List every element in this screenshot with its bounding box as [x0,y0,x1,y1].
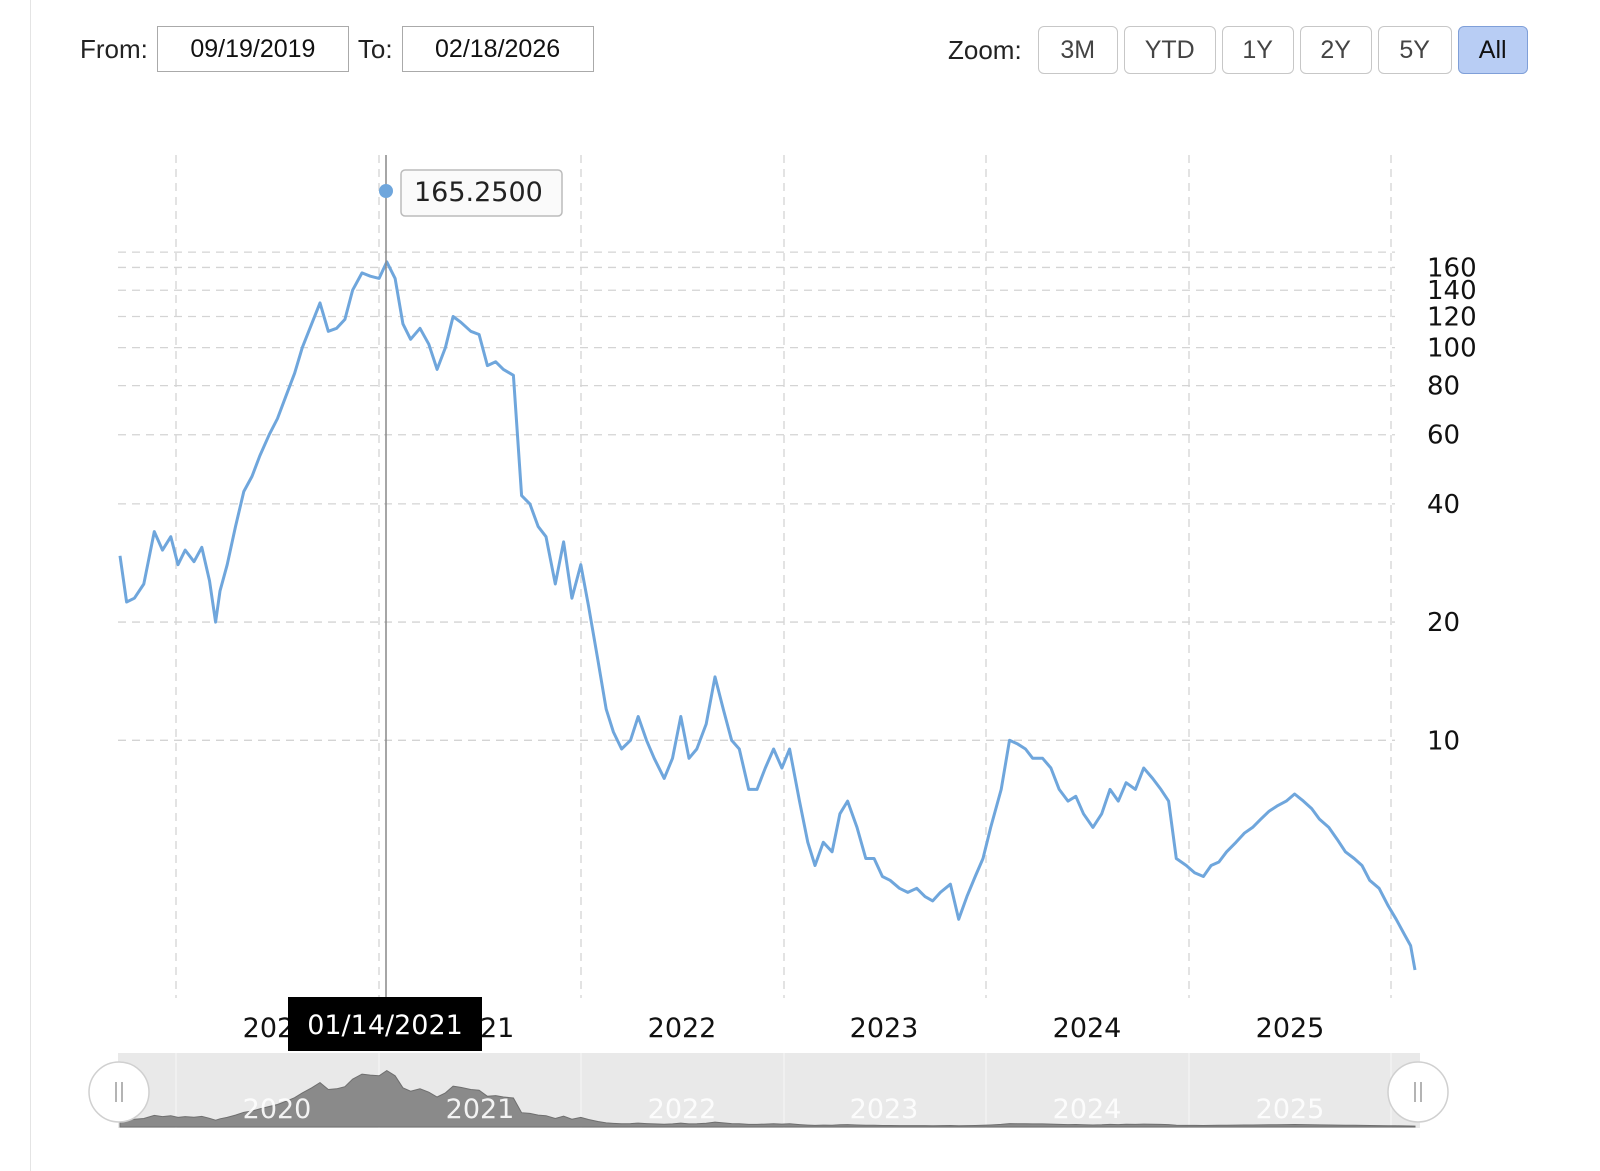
y-tick-label: 40 [1427,490,1460,520]
from-label: From: [80,33,148,64]
y-tick-label: 140 [1427,276,1477,306]
navigator-x-label: 2021 [446,1094,515,1125]
y-tick-label: 100 [1427,334,1477,364]
navigator-x-label: 2025 [1256,1094,1325,1125]
date-crosshair-label: 01/14/2021 [288,997,482,1051]
y-tick-label: 60 [1427,421,1460,451]
navigator-x-label: 2024 [1053,1094,1122,1125]
zoom-1y-button[interactable]: 1Y [1221,26,1294,74]
navigator-left-handle[interactable] [88,1061,150,1123]
to-date-input[interactable] [401,26,594,72]
zoom-2y-button[interactable]: 2Y [1299,26,1372,74]
navigator-handle-knob[interactable] [88,1061,150,1123]
x-tick-label: 2022 [648,1013,717,1044]
y-tick-label: 120 [1427,303,1477,333]
navigator-x-label: 2020 [243,1094,312,1125]
navigator[interactable]: 2020 2021 2022 2023 2024 2025 [88,1053,1449,1128]
y-tick-label: 10 [1427,726,1460,756]
x-tick-label: 2025 [1256,1013,1325,1044]
zoom-label: Zoom: [948,34,1022,65]
navigator-area [119,1070,1416,1128]
grid-lines [118,155,1395,998]
value-tooltip: 165.2500 [400,169,563,217]
zoom-5y-button[interactable]: 5Y [1377,26,1452,74]
x-tick-label: 2023 [850,1013,919,1044]
left-border [30,0,31,1171]
navigator-handle-knob[interactable] [1387,1061,1449,1123]
hover-point-marker [379,184,393,198]
zoom-selector: Zoom: 3M YTD 1Y 2Y 5Y All [948,26,1528,74]
price-series-line [118,260,1417,971]
from-date-input[interactable] [156,26,349,72]
zoom-3m-button[interactable]: 3M [1037,26,1118,74]
zoom-ytd-button[interactable]: YTD [1123,26,1216,74]
zoom-all-button[interactable]: All [1457,26,1528,74]
navigator-x-label: 2022 [648,1094,717,1125]
date-range-selector: From: To: [80,26,603,72]
navigator-right-handle[interactable] [1387,1061,1449,1123]
to-label: To: [357,33,393,64]
y-tick-label: 80 [1427,372,1460,402]
y-tick-label: 20 [1427,608,1460,638]
crosshair-date: 01/14/2021 [307,1010,463,1041]
tooltip-value: 165.2500 [414,177,543,208]
x-tick-label: 2024 [1053,1013,1122,1044]
y-tick-label: 160 [1427,253,1477,283]
navigator-x-label: 2023 [850,1094,919,1125]
navigator-x-labels: 2020 2021 2022 2023 2024 2025 [243,1094,1325,1125]
